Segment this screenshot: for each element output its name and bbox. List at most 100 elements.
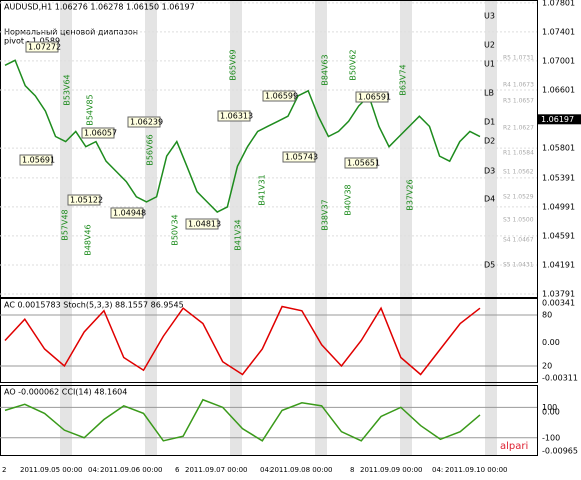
wave-label: B50V34 [171, 214, 180, 245]
wave-label: B41V31 [258, 174, 267, 205]
y-tick-label: 100 [542, 403, 557, 412]
price-line [4, 305, 481, 376]
box-label: 1.07272 [28, 43, 61, 52]
pivot-level: S3 1.0500 [503, 217, 534, 224]
price-box [355, 91, 389, 103]
wave-label: B40V38 [344, 184, 353, 215]
price-box [81, 127, 115, 139]
box-label: 1.05743 [285, 153, 318, 162]
wave-label: B63V74 [399, 64, 408, 95]
y-tick-label: 1.04991 [542, 202, 575, 211]
wave-label: B38V37 [321, 199, 330, 230]
wave-label: B48V46 [84, 224, 93, 255]
current-price-box [538, 114, 581, 125]
x-tick-label: 04: [260, 466, 271, 474]
level-label: U2 [484, 41, 495, 50]
brand: alpari [500, 441, 528, 452]
pivot-label: pivot - 1.0589 [4, 37, 60, 46]
box-label: 1.04948 [113, 209, 146, 218]
price-box [282, 151, 316, 163]
x-tick-label: 2011.09.06 00:00 [100, 466, 162, 474]
x-tick-label: 6 [175, 466, 180, 474]
box-label: 1.05122 [70, 196, 103, 205]
box-label: 1.06313 [220, 112, 253, 121]
x-tick-label: 2011.09.09 00:00 [360, 466, 422, 474]
wave-label: B54V85 [86, 94, 95, 125]
price-box [185, 218, 219, 230]
x-tick-label: 04: [432, 466, 443, 474]
pivot-level: S2 1.0529 [503, 194, 534, 201]
ac-title: AC 0.0015783 Stoch(5,3,3) 88.1557 86.954… [4, 301, 184, 310]
pivot-level: S1 1.0562 [503, 169, 534, 176]
box-label: 1.06591 [358, 93, 391, 102]
pivot-level: R1 1.0584 [503, 150, 534, 157]
price-box [217, 110, 251, 122]
main-panel [0, 0, 538, 298]
y2-tick-label: 0.00 [542, 408, 560, 417]
wave-label: B41V34 [234, 219, 243, 250]
y-tick-label: 1.05391 [542, 173, 575, 182]
ac-panel [0, 298, 538, 383]
y-tick-label: 1.07001 [542, 56, 575, 65]
level-label: LB [484, 89, 494, 98]
wave-label: B65V69 [229, 49, 238, 80]
level-label: D1 [484, 118, 495, 127]
y2-tick-label: -0.00311 [542, 374, 578, 383]
y-tick-label: 1.04191 [542, 260, 575, 269]
price-box [19, 154, 53, 166]
chart-title: AUDUSD,H1 1.06276 1.06278 1.06150 1.0619… [4, 3, 195, 12]
y-tick-label: -100 [542, 433, 560, 442]
y-tick-label: 1.03791 [542, 290, 575, 299]
ao-title: AO -0.000062 CCI(14) 48.1604 [4, 388, 127, 397]
level-label: U1 [484, 60, 495, 69]
wave-label: B50V62 [349, 49, 358, 80]
pivot-level: R5 1.0731 [503, 55, 534, 62]
wave-label: B84V63 [321, 54, 330, 85]
pivot-level: R2 1.0627 [503, 125, 534, 132]
y2-tick-label: -0.00965 [542, 447, 578, 456]
wave-label: B56V66 [146, 134, 155, 165]
box-label: 1.04813 [188, 220, 221, 229]
x-tick-label: 2011.09.05 00:00 [20, 466, 82, 474]
y-tick-label: 80 [542, 311, 552, 320]
price-box [25, 41, 59, 53]
level-label: D4 [484, 195, 495, 204]
box-label: 1.06057 [84, 129, 117, 138]
y-tick-label: 20 [542, 362, 552, 371]
pivot-level: S4 1.0467 [503, 237, 534, 244]
box-label: 1.06599 [265, 92, 298, 101]
x-tick-label: 2 [2, 466, 6, 474]
x-tick-label: 2011.09.08 00:00 [270, 466, 332, 474]
box-label: 1.06239 [130, 118, 163, 127]
y2-tick-label: 0.00341 [542, 299, 575, 308]
level-label: D5 [484, 261, 495, 270]
level-label: U3 [484, 12, 495, 21]
y-tick-label: 1.07401 [542, 27, 575, 36]
x-tick-label: 8 [350, 466, 354, 474]
y-tick-label: 1.07801 [542, 0, 575, 7]
price-box [110, 207, 144, 219]
level-label: D3 [484, 167, 495, 176]
subtitle: Нормальный ценовой диапазон [4, 28, 138, 37]
y-tick-label: 1.05801 [542, 144, 575, 153]
x-tick-label: 04: [88, 466, 99, 474]
y-tick-label: 1.04591 [542, 231, 575, 240]
x-tick-label: 2011.09.10 00:00 [445, 466, 507, 474]
current-price: 1.06197 [541, 115, 574, 124]
pivot-level: S5 1.0431 [503, 262, 534, 269]
price-box [344, 157, 378, 169]
pivot-level: R3 1.0657 [503, 98, 534, 105]
y2-tick-label: 0.00 [542, 338, 560, 347]
y-tick-label: 1.06601 [542, 85, 575, 94]
box-label: 1.05651 [347, 159, 380, 168]
price-box [262, 90, 296, 102]
price-box [127, 116, 161, 128]
price-line [4, 398, 481, 442]
wave-label: B53V64 [63, 74, 72, 105]
pivot-level: R4 1.0673 [503, 82, 534, 89]
wave-label: B57V48 [61, 209, 70, 240]
ao-panel [0, 385, 538, 456]
price-box [67, 194, 101, 206]
